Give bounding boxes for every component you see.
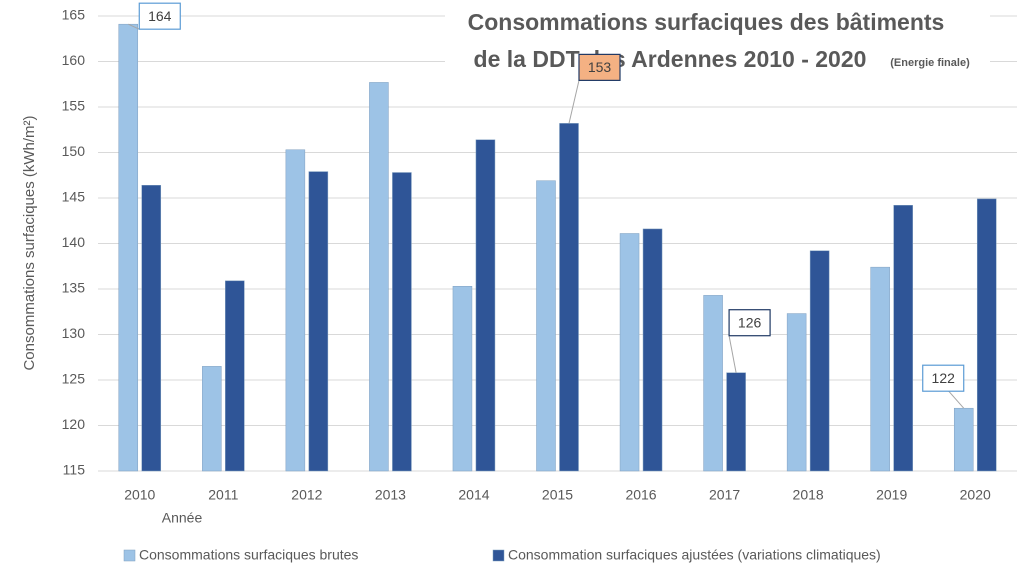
y-axis-label: Consommations surfaciques (kWh/m²)	[21, 115, 38, 370]
x-axis-label: Année	[162, 510, 203, 526]
bar	[786, 313, 807, 472]
bar	[809, 250, 830, 472]
label-connector	[728, 335, 737, 373]
x-tick-label: 2016	[625, 487, 656, 503]
bar	[642, 228, 663, 472]
y-tick-label: 135	[62, 280, 86, 296]
legend-swatch	[123, 549, 136, 562]
bar	[202, 366, 222, 472]
x-tick-label: 2017	[709, 487, 740, 503]
bar	[308, 171, 329, 472]
bar	[369, 82, 389, 472]
y-tick-label: 125	[62, 371, 86, 387]
x-tick-label: 2015	[542, 487, 573, 503]
bar	[225, 280, 245, 472]
bar	[392, 172, 412, 472]
y-tick-label: 130	[62, 325, 86, 341]
label-box	[138, 2, 181, 30]
x-tick-label: 2011	[208, 487, 238, 503]
x-tick-label: 2010	[124, 487, 155, 503]
x-tick-label: 2020	[960, 487, 991, 503]
data-label: 153	[588, 59, 612, 75]
label-connector	[948, 390, 965, 409]
label-box	[728, 309, 771, 337]
bar	[141, 185, 162, 472]
y-tick-label: 140	[62, 234, 86, 250]
label-connector	[568, 80, 580, 124]
x-tick-label: 2012	[291, 487, 322, 503]
bar	[726, 372, 746, 472]
y-tick-label: 155	[62, 98, 86, 114]
data-label: 164	[148, 8, 172, 24]
y-tick-label: 145	[62, 189, 86, 205]
chart-subtitle: (Energie finale)	[890, 57, 970, 69]
bar	[893, 205, 913, 472]
data-label: 122	[932, 370, 956, 386]
chart-title: de la DDT des Ardennes 2010 - 2020	[474, 46, 867, 72]
bar	[619, 233, 640, 472]
bar	[452, 286, 473, 472]
label-box	[922, 364, 965, 392]
x-tick-label: 2019	[876, 487, 907, 503]
y-tick-label: 120	[62, 416, 86, 432]
data-label: 126	[738, 314, 762, 330]
chart-title: Consommations surfaciques des bâtiments	[468, 9, 945, 35]
bar	[536, 180, 556, 472]
y-tick-label: 165	[62, 7, 86, 23]
label-box	[578, 53, 621, 81]
label-connector	[128, 23, 140, 30]
bar	[953, 407, 974, 472]
bar	[703, 295, 723, 472]
y-tick-label: 160	[62, 52, 86, 68]
bar	[118, 23, 139, 472]
legend-swatch	[492, 549, 505, 562]
bar	[976, 198, 997, 472]
y-tick-label: 115	[63, 462, 86, 478]
legend-label: Consommations surfaciques brutes	[139, 547, 358, 563]
bar	[559, 123, 579, 472]
x-tick-label: 2014	[458, 487, 489, 503]
y-tick-label: 150	[62, 143, 86, 159]
legend-label: Consommation surfaciques ajustées (varia…	[508, 547, 881, 563]
x-tick-label: 2013	[375, 487, 406, 503]
bar	[870, 266, 890, 472]
bar	[475, 139, 496, 472]
bar	[285, 149, 306, 472]
title-background	[445, 4, 990, 76]
x-tick-label: 2018	[793, 487, 824, 503]
